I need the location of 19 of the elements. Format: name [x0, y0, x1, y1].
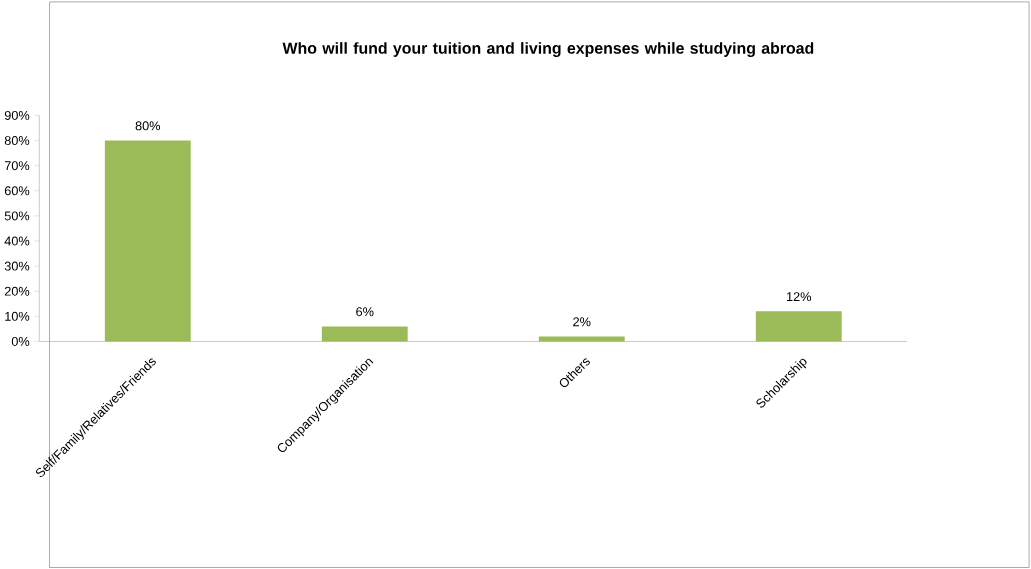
y-tick-label: 0% — [11, 336, 30, 346]
y-tick-label: 50% — [4, 211, 30, 221]
data-label: 6% — [356, 306, 374, 316]
bar — [321, 326, 408, 342]
data-label: 12% — [787, 291, 812, 301]
y-tick-label: 30% — [4, 261, 30, 271]
y-tick-label: 20% — [4, 286, 30, 296]
y-tick-label: 10% — [5, 311, 30, 321]
bar — [104, 140, 191, 342]
y-tick-label: 40% — [4, 236, 30, 246]
y-tick-label: 80% — [4, 135, 30, 145]
bar — [755, 311, 842, 342]
y-tick-label: 60% — [4, 186, 30, 196]
y-tick-label: 70% — [4, 160, 30, 170]
bar — [538, 336, 625, 342]
y-tick-label: 90% — [4, 110, 30, 120]
data-label: 80% — [135, 121, 161, 131]
data-label: 2% — [573, 317, 591, 327]
chart-title: Who will fund your tuition and living expenses while studying abroad — [282, 41, 814, 57]
